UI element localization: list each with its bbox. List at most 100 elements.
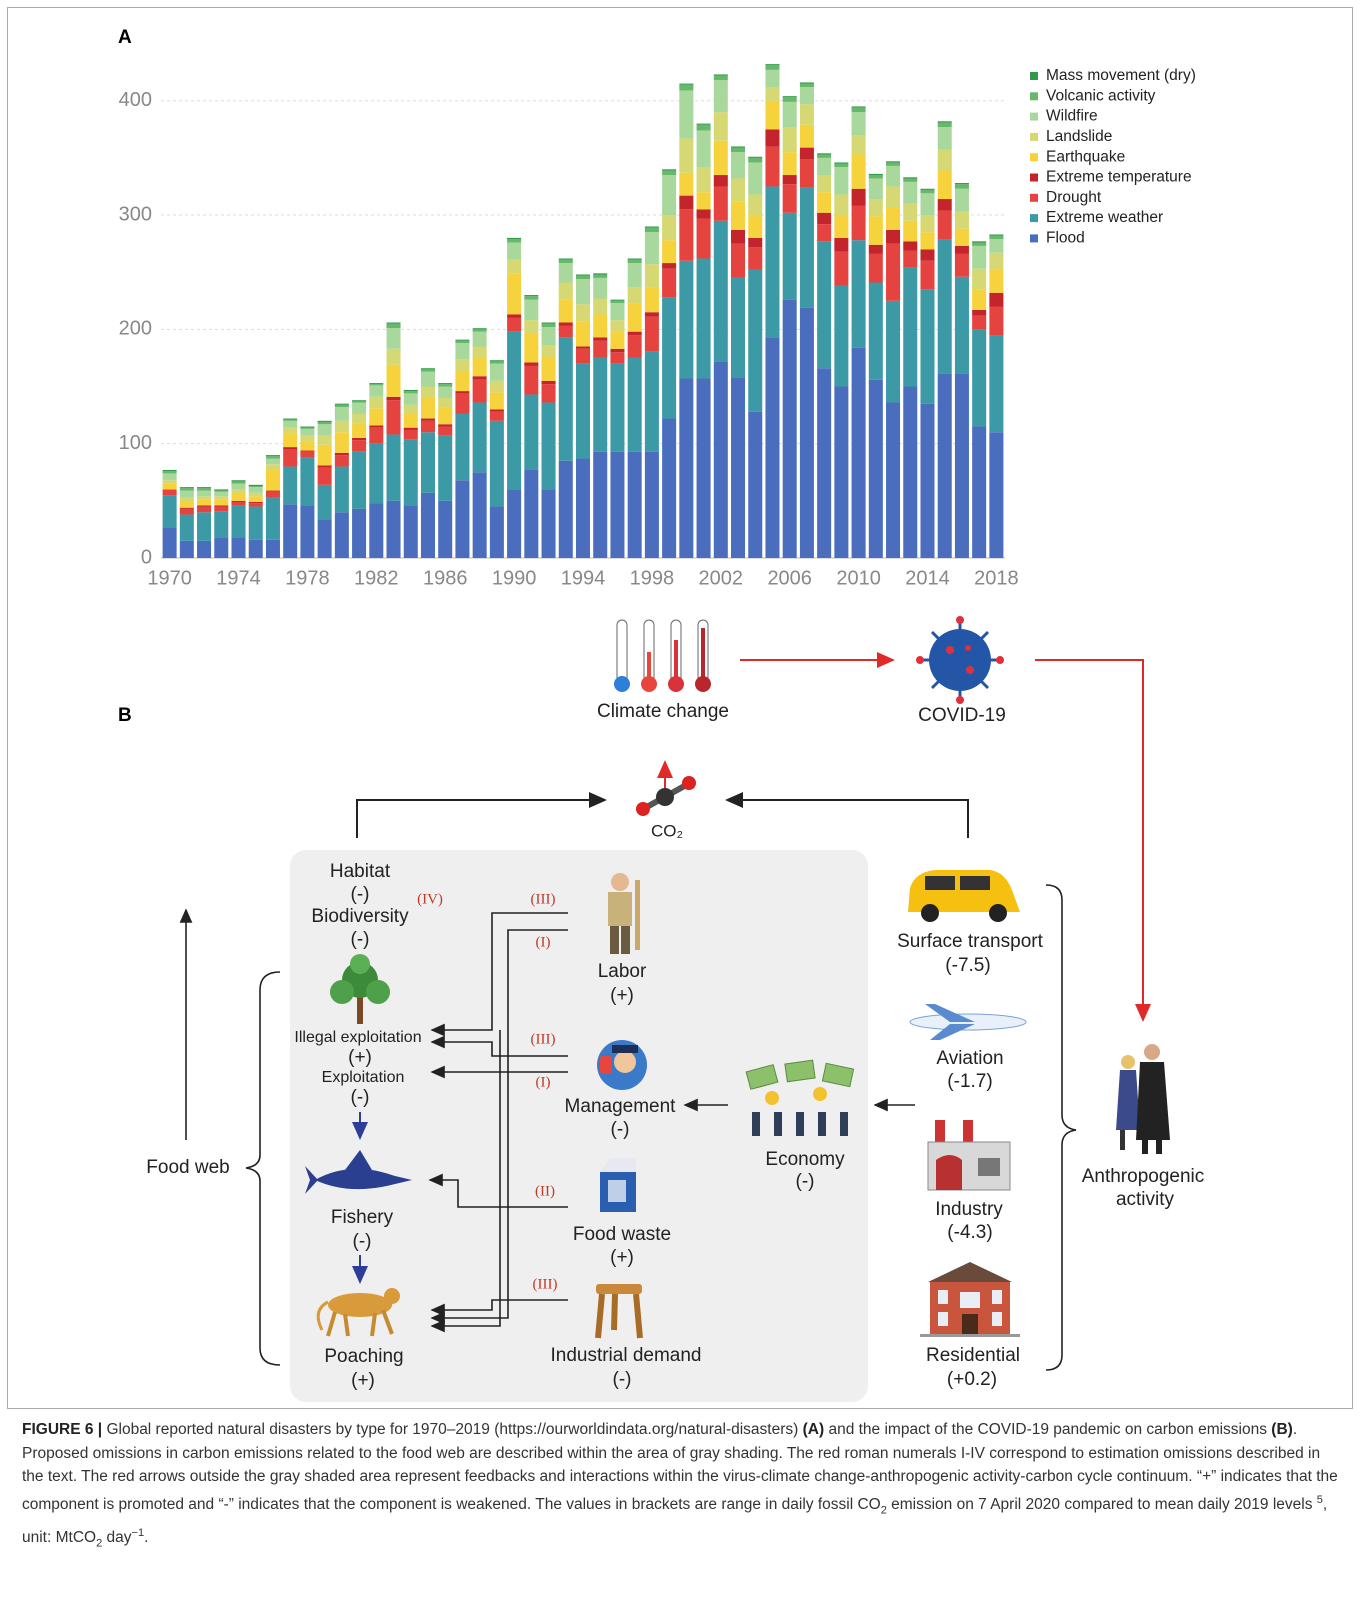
bar-segment [507,259,522,274]
bar-segment [782,175,797,185]
bar-segment [197,512,212,541]
legend-label: Drought [1046,189,1102,206]
bar-segment [834,215,849,238]
bar-segment [868,244,883,254]
bar-segment [920,232,935,250]
bar-segment [283,447,298,450]
bar-segment [162,527,177,558]
bar-segment [420,369,435,372]
legend-swatch [1030,234,1038,243]
bar-segment [713,140,728,176]
bar-segment [352,437,367,441]
bar-segment [541,384,556,403]
bar-segment [817,368,832,558]
bar-segment [851,135,866,155]
bar-segment [575,346,591,349]
bar-segment [507,317,522,332]
bar-segment [713,220,728,362]
bar-segment [748,269,763,412]
bar-segment [507,273,522,315]
y-tick-label: 0 [141,546,152,568]
bar-segment [489,411,504,421]
bar-segment [782,212,797,300]
bar-segment [989,292,1004,307]
bar-segment [972,268,987,290]
bar-segment [886,402,901,558]
bar-segment [903,178,918,182]
bar-segment [541,380,556,385]
bar-segment [713,361,728,558]
bar-segment [610,352,625,364]
bar-segment [283,427,298,434]
bar-segment [248,506,263,540]
bar-segment [489,360,504,362]
bar-segment [644,227,659,233]
legend-swatch [1030,72,1038,80]
bar-segment [352,451,367,509]
bar-segment [713,80,728,113]
bar-segment [334,455,349,467]
x-tick-label: 2006 [767,567,812,589]
bar-segment [731,152,746,179]
bar-segment [920,403,935,558]
bar-segment [627,451,642,558]
bar-segment [886,165,901,187]
bar-segment [472,402,487,473]
bar-segment [541,402,556,490]
bar-segment [455,391,470,394]
bar-segment [765,337,780,558]
bar-segment [868,379,883,558]
bar-segment [937,373,952,558]
bar-segment [524,296,539,300]
bar-segment [179,514,194,541]
bar-segment [679,378,694,558]
bar-segment [197,487,212,489]
bar-segment [799,82,814,84]
bar-segment [627,357,642,452]
bar-segment [472,472,487,558]
bar-segment [972,242,987,246]
bar-segment [610,320,625,332]
bar-segment [317,519,332,558]
x-tick-label: 1990 [492,567,537,589]
bar-segment [817,192,832,213]
bar-segment [524,320,539,334]
bar-segment [937,127,952,150]
x-tick-label: 1986 [423,567,468,589]
bar-segment [817,241,832,369]
bar-segment [317,424,332,436]
legend-label: Flood [1046,229,1085,246]
bar-segment [644,226,659,228]
bar-segment [731,147,746,153]
bar-segment [214,505,229,507]
bar-segment [197,496,212,500]
bar-segment [386,322,401,324]
bar-segment [472,346,487,358]
bar-segment [696,130,711,168]
bar-segment [283,466,298,505]
bar-segment [386,500,401,558]
bar-segment [403,393,418,405]
bar-segment [541,489,556,558]
bar-segment [248,501,263,504]
bar-segment [972,315,987,330]
bar-segment [868,282,883,380]
y-tick-label: 300 [119,203,152,225]
bar-segment [679,209,694,261]
bar-segment [214,537,229,558]
bar-segment [851,106,866,108]
caption-text: . [144,1529,149,1547]
bar-segment [903,241,918,251]
caption-text: emission on 7 April 2020 compared to mea… [886,1495,1317,1513]
bar-segment [886,243,901,301]
bar-segment [627,331,642,336]
bar-segment [438,424,453,427]
bar-segment [455,480,470,558]
bar-segment [765,87,780,101]
legend-label: Extreme temperature [1046,169,1192,186]
bar-segment [162,483,177,490]
bar-segment [558,299,573,323]
legend-swatch [1030,193,1038,202]
bar-segment [662,263,677,269]
bar-segment [954,188,969,212]
